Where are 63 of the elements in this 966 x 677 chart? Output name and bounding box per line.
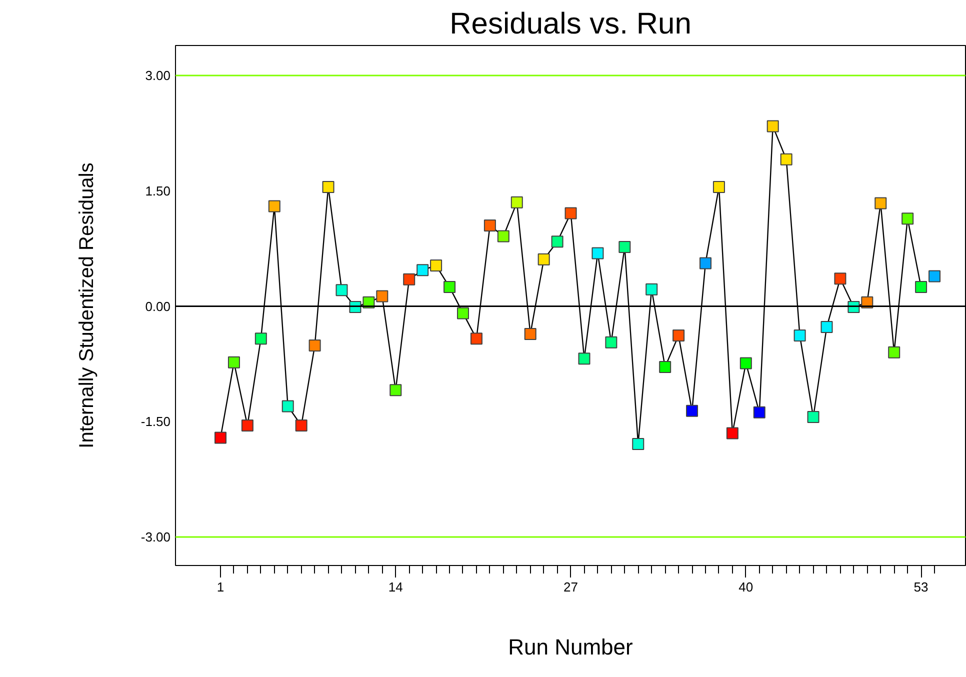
point (740, 357, 752, 370)
point (807, 411, 820, 424)
point (484, 220, 496, 232)
y-tick-label: -1.50 (140, 414, 171, 430)
point (336, 284, 348, 296)
point (564, 207, 577, 220)
point (376, 290, 388, 302)
point (228, 356, 240, 368)
y-tick-label: -3.00 (140, 530, 171, 545)
point (241, 420, 254, 432)
point (470, 332, 482, 345)
x-tick-label: 27 (564, 580, 578, 594)
point (888, 346, 900, 358)
point (390, 384, 402, 396)
x-tick-label: 14 (388, 580, 403, 594)
point (308, 340, 321, 352)
point (592, 247, 604, 260)
point (322, 181, 334, 194)
point (753, 406, 766, 418)
y-tick-label: 0.00 (145, 298, 171, 314)
point (510, 196, 523, 208)
point (874, 197, 887, 210)
point (456, 307, 469, 320)
point (254, 332, 267, 345)
x-tick-label: 53 (914, 580, 928, 594)
point (659, 361, 672, 374)
point (915, 281, 928, 294)
point (497, 230, 510, 242)
x-tick-label: 1 (216, 580, 224, 594)
point (928, 270, 941, 282)
point (551, 236, 564, 248)
point (416, 264, 429, 276)
point (726, 427, 738, 440)
point (834, 272, 846, 285)
x-tick-label: 40 (738, 580, 754, 594)
y-tick-label: 1.50 (145, 183, 171, 198)
point (430, 260, 442, 272)
chart-title: Residuals vs. Run (450, 8, 692, 40)
point (538, 253, 550, 266)
point (524, 328, 536, 340)
point (605, 336, 618, 348)
point (820, 321, 833, 334)
point (699, 257, 712, 270)
point (403, 273, 416, 286)
point (686, 404, 698, 417)
y-tick-label: 3.00 (145, 68, 171, 83)
x-axis-title: Run Number (508, 634, 633, 660)
point (712, 181, 725, 194)
point (646, 283, 658, 296)
point (902, 212, 914, 225)
point (282, 400, 294, 412)
point (295, 420, 308, 432)
point (766, 120, 779, 132)
point (268, 200, 280, 212)
point (780, 153, 792, 166)
y-axis-title: Internally Studentized Residuals (76, 162, 98, 448)
point (444, 281, 456, 294)
point (214, 432, 226, 444)
point (672, 330, 685, 342)
point (794, 330, 806, 342)
point (632, 438, 644, 450)
point (578, 352, 590, 365)
point (618, 241, 631, 254)
